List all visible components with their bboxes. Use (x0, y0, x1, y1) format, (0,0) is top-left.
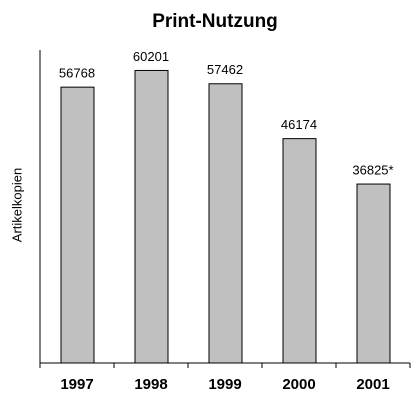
value-label: 56768 (59, 66, 95, 81)
x-tick-label: 2001 (356, 376, 389, 393)
bar (208, 83, 243, 364)
bar (282, 138, 317, 364)
value-label: 57462 (207, 62, 243, 77)
chart-title: Print-Nutzung (152, 11, 278, 32)
bar (134, 69, 169, 364)
bar (356, 183, 391, 364)
x-tick-label: 2000 (282, 376, 315, 393)
bar (60, 86, 95, 364)
value-label: 60201 (133, 49, 169, 64)
value-label: 36825* (352, 162, 393, 177)
x-tick-label: 1998 (134, 376, 167, 393)
value-label: 46174 (281, 117, 317, 132)
y-axis-label: Artikelkopien (9, 168, 24, 242)
x-tick-label: 1999 (208, 376, 241, 393)
x-tick-label: 1997 (60, 376, 93, 393)
